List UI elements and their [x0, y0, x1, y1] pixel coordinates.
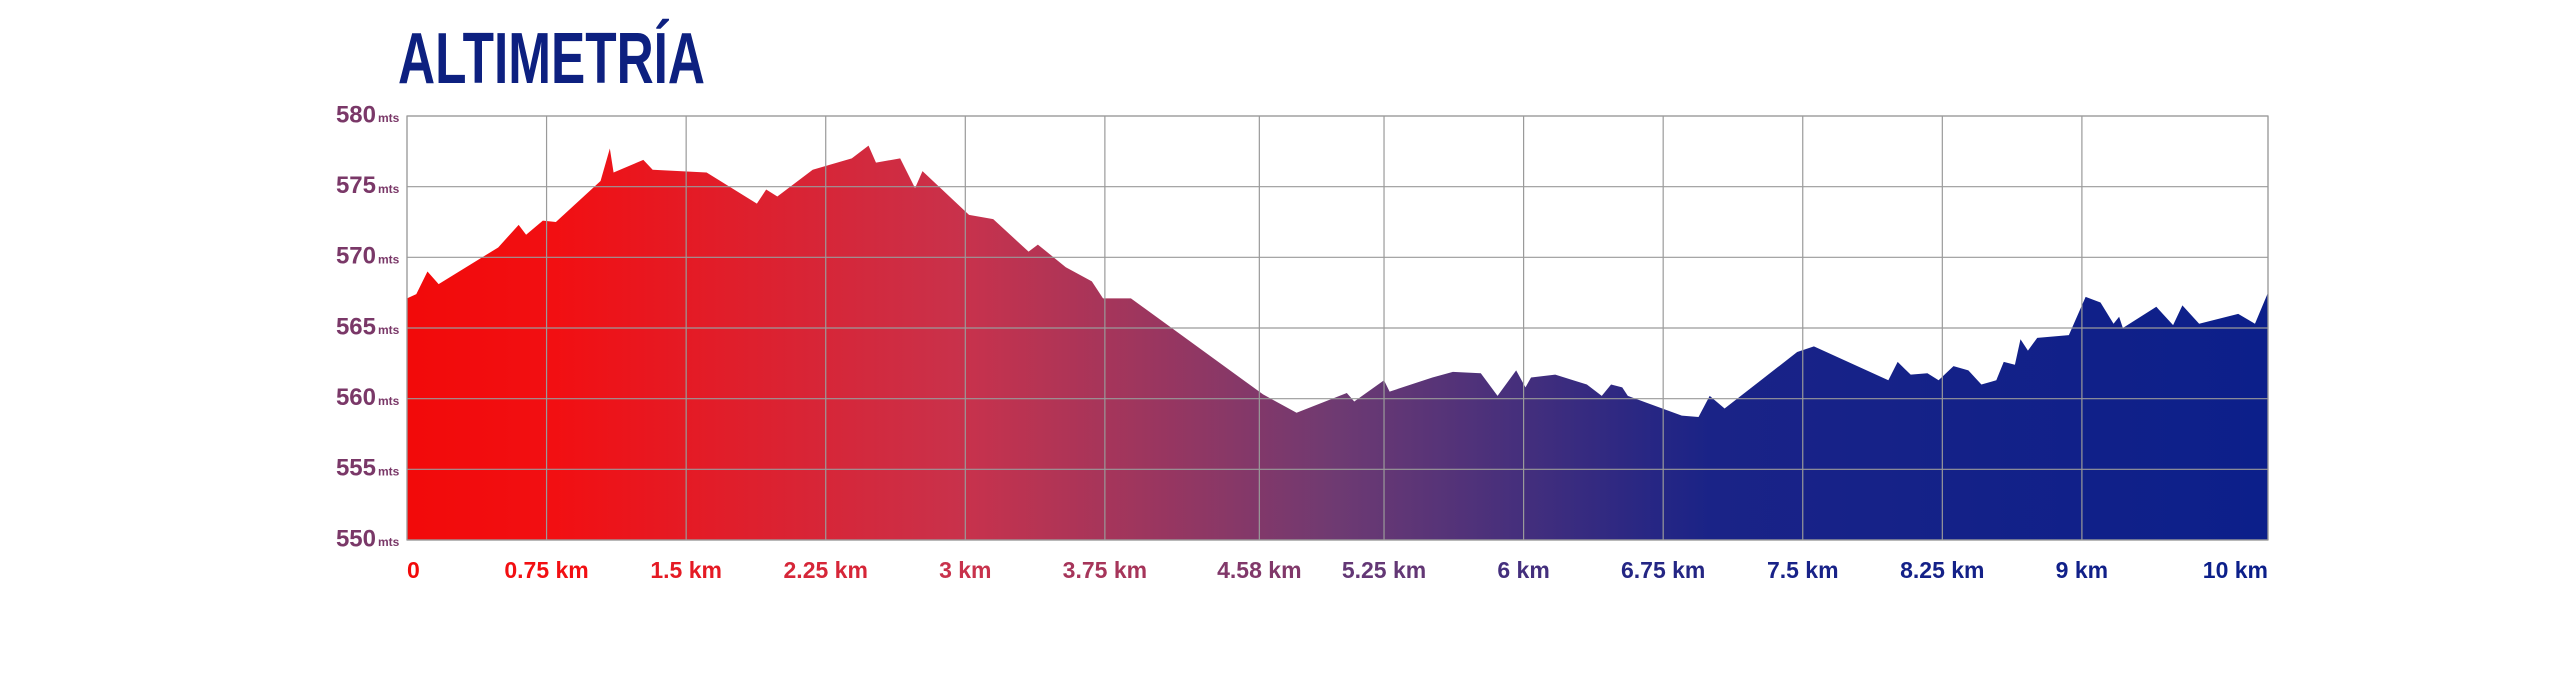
x-tick-label: 10 km: [2203, 557, 2268, 583]
x-tick-label: 0.75 km: [504, 557, 588, 583]
chart-title: ALTIMETRÍA: [398, 19, 705, 99]
y-tick-label: 550: [336, 525, 376, 552]
y-tick-unit: mts: [378, 465, 400, 479]
x-tick-label: 2.25 km: [784, 557, 868, 583]
y-tick-label: 575: [336, 172, 376, 199]
x-tick-label: 4.58 km: [1217, 557, 1301, 583]
x-tick-label: 6 km: [1497, 557, 1549, 583]
x-tick-label: 8.25 km: [1900, 557, 1984, 583]
y-tick-unit: mts: [378, 111, 400, 125]
x-tick-label: 3.75 km: [1063, 557, 1147, 583]
y-tick-label: 580: [336, 101, 376, 128]
y-tick-unit: mts: [378, 394, 400, 408]
x-tick-label: 6.75 km: [1621, 557, 1705, 583]
y-tick-label: 565: [336, 313, 376, 340]
y-tick-label: 555: [336, 455, 376, 482]
y-tick-unit: mts: [378, 182, 400, 196]
x-tick-label: 5.25 km: [1342, 557, 1426, 583]
y-tick-label: 560: [336, 384, 376, 411]
x-tick-label: 9 km: [2056, 557, 2108, 583]
plot-border: [406, 115, 2269, 541]
x-tick-label: 0: [407, 557, 420, 583]
y-tick-label: 570: [336, 243, 376, 270]
x-tick-label: 7.5 km: [1767, 557, 1839, 583]
y-tick-unit: mts: [378, 323, 400, 337]
y-tick-unit: mts: [378, 535, 400, 549]
x-tick-label: 1.5 km: [650, 557, 722, 583]
y-tick-unit: mts: [378, 253, 400, 267]
x-tick-label: 3 km: [939, 557, 991, 583]
